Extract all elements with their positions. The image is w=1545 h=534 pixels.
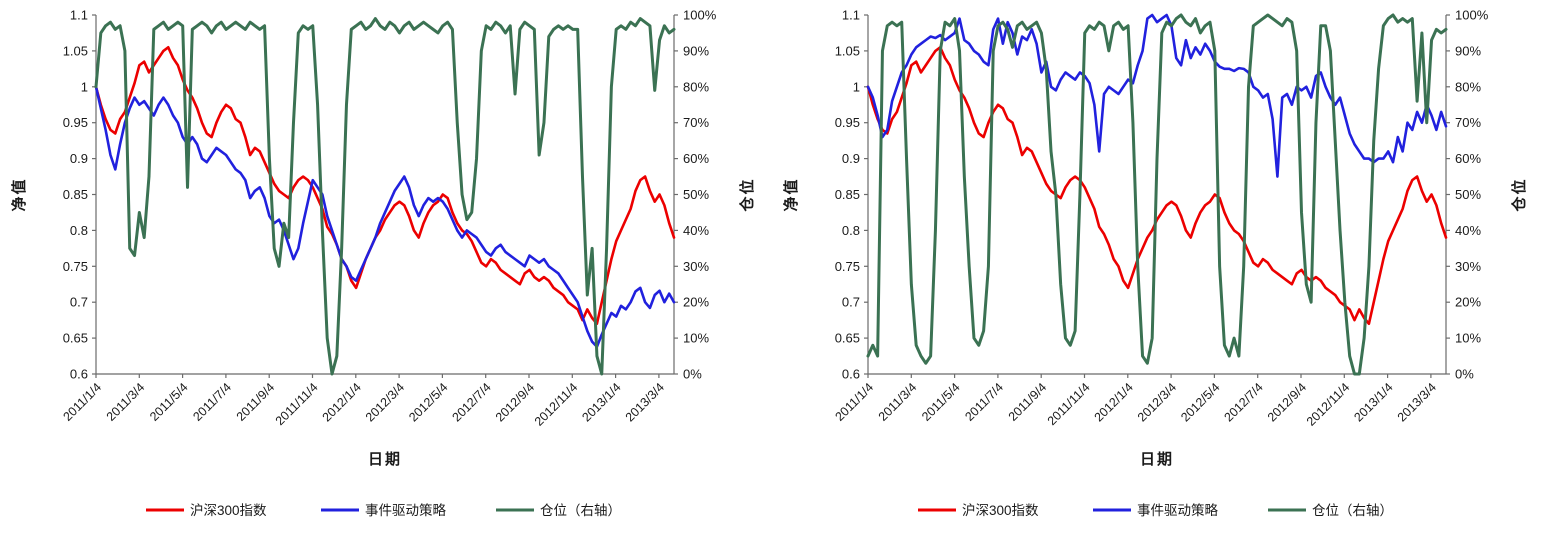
y-axis-tick-label: 0.9 [70,151,88,166]
y-axis-tick-label: 0.85 [63,187,88,202]
x-axis-title: 日期 [1140,450,1174,468]
x-axis-tick-label: 2013/1/4 [579,380,623,424]
y2-axis-tick-label: 90% [1455,43,1481,58]
y2-axis-tick-label: 80% [683,79,709,94]
y2-axis-tick-label: 30% [683,259,709,274]
x-axis-tick-label: 2011/3/4 [876,380,920,424]
y2-axis-tick-label: 100% [1455,8,1489,23]
y-axis-tick-label: 0.6 [842,367,860,382]
x-axis-tick-label: 2012/7/4 [1222,380,1266,424]
x-axis-tick-label: 2012/7/4 [450,380,494,424]
y2-axis-tick-label: 60% [683,151,709,166]
y-axis-tick-label: 1.1 [70,8,88,23]
legend-label-0: 沪深300指数 [962,503,1039,518]
y-axis-title: 净值 [10,177,28,211]
y2-axis-tick-label: 60% [1455,151,1481,166]
y2-axis-tick-label: 50% [683,187,709,202]
x-axis-tick-label: 2013/3/4 [623,380,667,424]
x-axis-tick-label: 2011/1/4 [832,380,876,424]
y-axis-tick-label: 0.95 [63,115,88,130]
y2-axis-tick-label: 100% [683,8,717,23]
y2-axis-title: 仓位 [1510,177,1528,212]
x-axis-tick-label: 2012/3/4 [1135,380,1179,424]
y-axis-tick-label: 0.65 [63,331,88,346]
x-axis-title: 日期 [368,450,402,468]
legend-label-1: 事件驱动策略 [365,502,446,518]
series-line-hs300-index [866,46,1448,326]
y2-axis-tick-label: 20% [683,295,709,310]
y-axis-tick-label: 0.95 [835,115,860,130]
y2-axis-tick-label: 10% [683,331,709,346]
x-axis-tick-label: 2011/7/4 [962,380,1006,424]
y-axis-tick-label: 0.6 [70,367,88,382]
x-axis-tick-label: 2011/11/4 [1045,380,1093,428]
y2-axis-tick-label: 40% [683,223,709,238]
y-axis-title: 净值 [782,177,800,211]
y2-axis-tick-label: 40% [1455,223,1481,238]
x-axis-tick-label: 2012/1/4 [320,380,364,424]
y-axis-tick-label: 0.7 [70,295,88,310]
x-axis-tick-label: 2013/3/4 [1395,380,1439,424]
y2-axis-tick-label: 0% [1455,367,1474,382]
series-line-event-driven-strategy [94,85,676,349]
y-axis-tick-label: 1 [81,79,88,94]
x-axis-tick-label: 2012/1/4 [1092,380,1136,424]
y-axis-tick-label: 1 [853,79,860,94]
y2-axis-tick-label: 30% [1455,259,1481,274]
y2-axis-tick-label: 10% [1455,331,1481,346]
y2-axis-tick-label: 90% [683,43,709,58]
x-axis-tick-label: 2011/1/4 [60,380,104,424]
x-axis-tick-label: 2012/11/4 [1304,380,1353,429]
y-axis-tick-label: 1.05 [63,43,88,58]
y-axis-tick-label: 1.05 [835,43,860,58]
line-chart-left: 0.6 0.65 0.7 0.75 0.8 0.85 0.9 0.95 1 1.05 1.1 0% 10… [10,8,756,519]
y-axis-tick-label: 0.85 [835,187,860,202]
y-axis-tick-label: 0.8 [70,223,88,238]
y-axis-tick-label: 0.65 [835,331,860,346]
line-chart-right: 0.6 0.65 0.7 0.75 0.8 0.85 0.9 0.95 1 1.05 1.1 0% 10… [782,8,1528,519]
y-axis-tick-label: 0.75 [835,259,860,274]
x-axis-tick-label: 2011/5/4 [147,380,191,424]
y-axis-tick-label: 0.9 [842,151,860,166]
legend-label-0: 沪深300指数 [190,503,267,518]
y2-axis-tick-label: 70% [1455,115,1481,130]
y-axis-tick-label: 1.1 [842,8,860,23]
x-axis-tick-label: 2011/9/4 [1006,380,1050,424]
chart-panel-left: 0.6 0.65 0.7 0.75 0.8 0.85 0.9 0.95 1 1.05 1.1 0% 10… [0,0,772,534]
y-axis-tick-label: 0.8 [842,223,860,238]
y2-axis-title: 仓位 [738,177,756,212]
legend-label-2: 仓位（右轴） [1312,503,1393,518]
x-axis-tick-label: 2011/3/4 [104,380,148,424]
legend-label-2: 仓位（右轴） [540,503,621,518]
y-axis-tick-label: 0.75 [63,259,88,274]
x-axis-tick-label: 2012/11/4 [532,380,581,429]
y2-axis-tick-label: 80% [1455,79,1481,94]
series-line-hs300-index [94,46,676,326]
x-axis-tick-label: 2012/3/4 [363,380,407,424]
x-axis-tick-label: 2012/9/4 [493,380,537,424]
x-axis-tick-label: 2013/1/4 [1351,380,1395,424]
chart-panel-right: 0.6 0.65 0.7 0.75 0.8 0.85 0.9 0.95 1 1.05 1.1 0% 10… [772,0,1544,534]
x-axis-tick-label: 2011/5/4 [919,380,963,424]
x-axis-tick-label: 2012/5/4 [1178,380,1222,424]
x-axis-tick-label: 2012/5/4 [406,380,450,424]
y2-axis-tick-label: 20% [1455,295,1481,310]
y2-axis-tick-label: 50% [1455,187,1481,202]
x-axis-tick-label: 2012/9/4 [1265,380,1309,424]
x-axis-tick-label: 2011/9/4 [234,380,278,424]
y-axis-tick-label: 0.7 [842,295,860,310]
y2-axis-tick-label: 0% [683,367,702,382]
series-line-position [866,13,1448,376]
series-line-event-driven-strategy [866,13,1448,178]
series-line-position [94,17,676,376]
y2-axis-tick-label: 70% [683,115,709,130]
x-axis-tick-label: 2011/7/4 [190,380,234,424]
x-axis-tick-label: 2011/11/4 [273,380,321,428]
legend-label-1: 事件驱动策略 [1137,502,1218,518]
